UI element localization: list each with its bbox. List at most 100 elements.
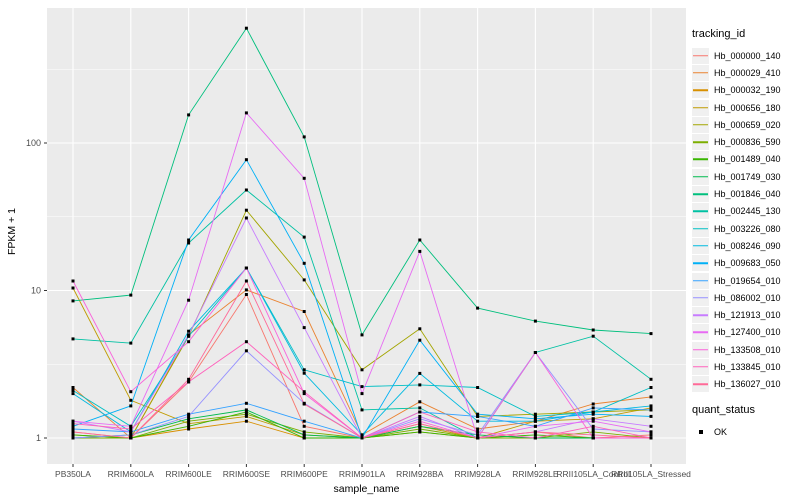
x-axis-title: sample_name xyxy=(333,483,400,495)
data-point xyxy=(591,424,595,428)
data-point xyxy=(244,26,248,30)
legend-key-box xyxy=(692,151,709,168)
data-point xyxy=(360,408,364,412)
data-point xyxy=(649,430,653,434)
data-point xyxy=(302,278,306,282)
data-point xyxy=(591,433,595,437)
y-axis-title: FPKM + 1 xyxy=(6,208,18,256)
legend-items: Hb_000000_140 Hb_000029_410 Hb_000032_190 H… xyxy=(692,47,798,393)
data-point xyxy=(302,310,306,313)
legend-item-label: Hb_000000_140 xyxy=(714,50,781,61)
x-tick-label: RRIM600PE xyxy=(281,469,329,479)
legend-key-box xyxy=(692,237,709,254)
data-point xyxy=(244,410,248,414)
legend-key-box xyxy=(692,220,709,237)
data-point xyxy=(649,414,653,418)
x-tick-label: RRII105LA_Control xyxy=(556,469,630,479)
data-point xyxy=(187,113,191,117)
data-point xyxy=(244,349,248,353)
legend-key-box xyxy=(692,203,709,220)
x-tick-label: PB350LA xyxy=(55,469,91,479)
data-point xyxy=(533,436,537,440)
x-tick-label: RRIM928LE xyxy=(512,469,559,479)
data-point xyxy=(244,111,248,115)
legend-key-line-icon xyxy=(693,297,708,299)
data-point xyxy=(360,392,364,396)
x-tick-label: RRIM600SE xyxy=(223,469,271,479)
legend-key-line-icon xyxy=(693,314,708,316)
y-tick-label: 1 xyxy=(36,433,41,443)
data-point xyxy=(302,430,306,434)
data-point xyxy=(302,235,306,239)
legend-item-Hb_001489_040: Hb_001489_040 xyxy=(692,151,798,168)
data-point xyxy=(129,404,133,408)
data-point xyxy=(302,135,306,139)
data-point xyxy=(71,433,75,437)
data-point xyxy=(591,427,595,431)
data-point xyxy=(591,436,595,440)
legend-item-Hb_000000_140: Hb_000000_140 xyxy=(692,47,798,64)
data-point xyxy=(591,430,595,434)
data-point xyxy=(71,427,75,431)
legend-item-Hb_019654_010: Hb_019654_010 xyxy=(692,272,798,289)
legend-key-box xyxy=(692,255,709,272)
legend-key-box xyxy=(692,168,709,185)
legend-title-tracking-id: tracking_id xyxy=(692,28,746,40)
legend-key-box xyxy=(692,341,709,358)
legend-item-label: Hb_003226_080 xyxy=(714,223,781,234)
legend-key-line-icon xyxy=(693,279,708,282)
data-point xyxy=(302,424,306,428)
data-point xyxy=(129,424,133,428)
legend-item-label: Hb_000656_180 xyxy=(714,102,781,113)
legend-item-label: Hb_121913_010 xyxy=(714,310,781,321)
data-point xyxy=(649,395,653,399)
data-point xyxy=(418,249,422,253)
data-point xyxy=(71,430,75,434)
data-point xyxy=(533,417,537,421)
data-point xyxy=(591,412,595,416)
legend-item-Hb_000659_020: Hb_000659_020 xyxy=(692,116,798,133)
data-point xyxy=(129,398,133,402)
data-point xyxy=(187,298,191,302)
data-point xyxy=(476,386,480,389)
x-tick-label: RRII105LA_Stressed xyxy=(611,469,691,479)
data-point xyxy=(418,427,422,431)
legend-key-line-icon xyxy=(693,54,708,57)
data-point xyxy=(187,329,191,333)
legend-key-box xyxy=(692,376,709,393)
legend-key-box xyxy=(692,47,709,64)
data-point xyxy=(360,433,364,437)
data-point xyxy=(476,427,480,431)
data-point xyxy=(187,424,191,428)
y-tick-label: 10 xyxy=(31,286,41,296)
data-point xyxy=(244,414,248,418)
data-point xyxy=(244,216,248,220)
data-point xyxy=(418,430,422,434)
data-point xyxy=(533,430,537,434)
data-point xyxy=(649,386,653,389)
legend-item-Hb_133508_010: Hb_133508_010 xyxy=(692,341,798,358)
quant-status-label: OK xyxy=(714,426,728,437)
data-point xyxy=(418,424,422,428)
legend-item-label: Hb_001846_040 xyxy=(714,189,781,200)
data-point xyxy=(187,412,191,416)
data-point xyxy=(302,402,306,406)
data-point xyxy=(591,417,595,421)
data-point xyxy=(244,188,248,192)
legend-key-box xyxy=(692,99,709,116)
data-point xyxy=(129,436,133,440)
legend-item-label: Hb_086002_010 xyxy=(714,292,781,303)
legend-item-label: Hb_002445_130 xyxy=(714,206,781,217)
data-point xyxy=(187,340,191,344)
legend-item-label: Hb_133845_010 xyxy=(714,361,781,372)
legend-item-label: Hb_009683_050 xyxy=(714,258,781,269)
legend-item-Hb_000836_590: Hb_000836_590 xyxy=(692,133,798,151)
legend-key-line-icon xyxy=(693,72,708,74)
data-point xyxy=(418,338,422,342)
data-point xyxy=(302,436,306,440)
legend-item-Hb_001749_030: Hb_001749_030 xyxy=(692,168,798,185)
data-point xyxy=(71,424,75,428)
legend-key-line-icon xyxy=(693,245,708,247)
data-point xyxy=(476,414,480,418)
legend-item-Hb_121913_010: Hb_121913_010 xyxy=(692,306,798,324)
